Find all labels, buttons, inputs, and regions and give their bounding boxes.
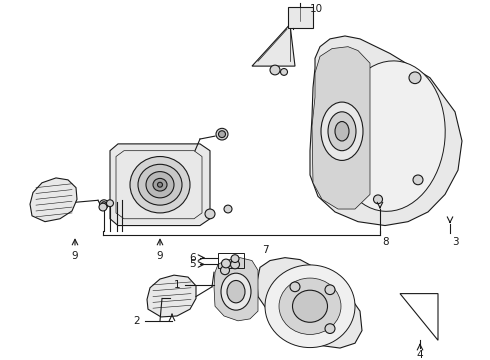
Polygon shape	[110, 144, 210, 226]
Ellipse shape	[265, 265, 355, 347]
Text: 8: 8	[382, 237, 389, 247]
Polygon shape	[252, 24, 295, 66]
Ellipse shape	[321, 102, 363, 161]
Ellipse shape	[216, 128, 228, 140]
Ellipse shape	[413, 175, 423, 185]
Ellipse shape	[293, 290, 327, 322]
Text: 7: 7	[262, 245, 269, 255]
Ellipse shape	[219, 131, 225, 138]
Ellipse shape	[221, 273, 251, 310]
Ellipse shape	[130, 157, 190, 213]
Ellipse shape	[99, 200, 108, 208]
Ellipse shape	[325, 324, 335, 333]
Text: 6: 6	[189, 253, 196, 263]
Ellipse shape	[231, 255, 239, 262]
Polygon shape	[30, 178, 77, 222]
Ellipse shape	[153, 179, 167, 191]
Ellipse shape	[224, 205, 232, 213]
Ellipse shape	[335, 122, 349, 141]
Ellipse shape	[279, 278, 341, 334]
Text: 9: 9	[72, 251, 78, 261]
Ellipse shape	[227, 280, 245, 303]
Polygon shape	[312, 47, 370, 209]
Text: 1: 1	[173, 280, 180, 290]
Ellipse shape	[373, 195, 383, 204]
Ellipse shape	[325, 285, 335, 294]
Ellipse shape	[280, 68, 288, 75]
Ellipse shape	[221, 259, 230, 268]
Ellipse shape	[205, 209, 215, 219]
Ellipse shape	[157, 182, 163, 187]
Text: 10: 10	[310, 4, 323, 14]
Ellipse shape	[146, 172, 174, 198]
Polygon shape	[214, 258, 258, 321]
Ellipse shape	[328, 112, 356, 151]
Ellipse shape	[99, 203, 107, 211]
Polygon shape	[147, 275, 196, 317]
Ellipse shape	[220, 266, 229, 275]
Ellipse shape	[230, 260, 240, 269]
Ellipse shape	[101, 202, 106, 207]
Ellipse shape	[106, 200, 114, 207]
Polygon shape	[310, 36, 462, 226]
Ellipse shape	[270, 65, 280, 75]
Bar	[288, 7, 313, 28]
Ellipse shape	[290, 282, 300, 292]
Text: 2: 2	[133, 316, 140, 326]
Polygon shape	[257, 258, 362, 348]
Text: 9: 9	[157, 251, 163, 261]
Text: 4: 4	[416, 350, 423, 360]
Text: 5: 5	[189, 260, 196, 269]
Ellipse shape	[409, 72, 421, 84]
Ellipse shape	[335, 61, 445, 211]
Text: 3: 3	[452, 237, 459, 247]
Ellipse shape	[138, 164, 182, 205]
